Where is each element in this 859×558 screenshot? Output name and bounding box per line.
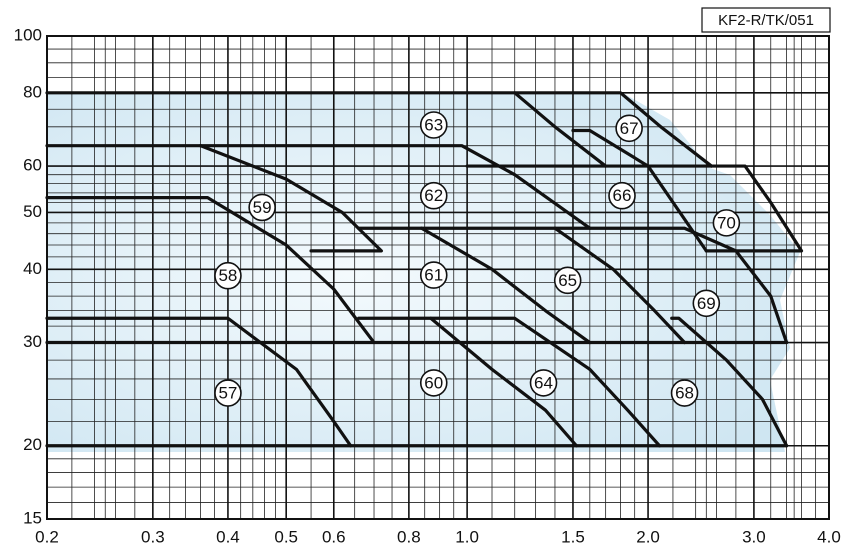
y-tick-label: 15 — [23, 508, 42, 527]
x-tick-label: 0.2 — [35, 527, 59, 546]
chart-code: KF2-R/TK/051 — [718, 12, 814, 29]
y-tick-label: 30 — [23, 332, 42, 351]
curve — [429, 316, 579, 448]
curve — [357, 316, 662, 448]
region-badge — [529, 369, 558, 397]
region-label: 59 — [253, 198, 272, 217]
region-badge — [712, 209, 741, 237]
x-tick-label: 4.0 — [817, 527, 841, 546]
x-tick-label: 0.4 — [216, 527, 240, 546]
x-tick-label: 0.6 — [322, 527, 346, 546]
y-tick-label: 50 — [23, 202, 42, 221]
region-badge — [692, 289, 721, 318]
region-label: 67 — [620, 119, 639, 138]
region-label: 70 — [717, 213, 736, 232]
curve — [45, 196, 376, 345]
curve — [198, 144, 592, 230]
region-badge — [670, 379, 699, 407]
curve — [513, 91, 714, 168]
region-badge — [419, 261, 448, 289]
region-label: 62 — [424, 186, 443, 205]
region-badge — [419, 111, 448, 139]
curve — [45, 144, 383, 253]
region-badge — [214, 261, 242, 290]
region-label: 61 — [424, 266, 443, 285]
region-label: 66 — [613, 186, 632, 205]
curve — [670, 316, 789, 448]
region-label: 57 — [218, 384, 237, 403]
region-badge — [214, 379, 242, 407]
region-label: 63 — [424, 115, 443, 134]
region-badge — [553, 266, 582, 295]
y-tick-label: 20 — [23, 435, 42, 454]
curves — [45, 91, 804, 448]
x-tick-label: 1.0 — [455, 527, 479, 546]
x-tick-label: 0.5 — [274, 527, 298, 546]
region-badge — [419, 369, 448, 397]
plot-frame — [46, 35, 830, 520]
curve — [45, 91, 608, 168]
curve — [420, 226, 592, 345]
region-label: 64 — [534, 373, 553, 392]
y-tick-label: 100 — [14, 25, 42, 44]
x-tick-label: 3.0 — [742, 527, 766, 546]
curve — [571, 128, 708, 253]
y-tick-label: 80 — [23, 82, 42, 101]
code-box — [701, 7, 831, 33]
region-badge — [615, 114, 643, 143]
region-badge — [608, 181, 636, 210]
region-badge — [419, 181, 448, 210]
region-badge — [248, 193, 276, 222]
y-tick-label: 40 — [23, 259, 42, 278]
region-label: 68 — [675, 384, 694, 403]
curve — [553, 226, 687, 345]
x-tick-label: 2.0 — [636, 527, 660, 546]
x-tick-label: 0.3 — [141, 527, 165, 546]
x-tick-label: 0.8 — [397, 527, 421, 546]
curve — [45, 316, 353, 448]
curve — [465, 164, 804, 253]
region-label: 58 — [218, 266, 237, 285]
region-label: 69 — [697, 294, 716, 313]
y-tick-label: 60 — [23, 156, 42, 175]
curve — [357, 226, 789, 345]
x-tick-label: 1.5 — [561, 527, 585, 546]
region-label: 60 — [424, 373, 443, 392]
labels: 0.2 0.3 0.4 0.5 0.6 0.8 1.0 1.5 2.0 3.0 4.0 15 20 30 4… — [14, 25, 841, 546]
region-label: 65 — [558, 271, 577, 290]
